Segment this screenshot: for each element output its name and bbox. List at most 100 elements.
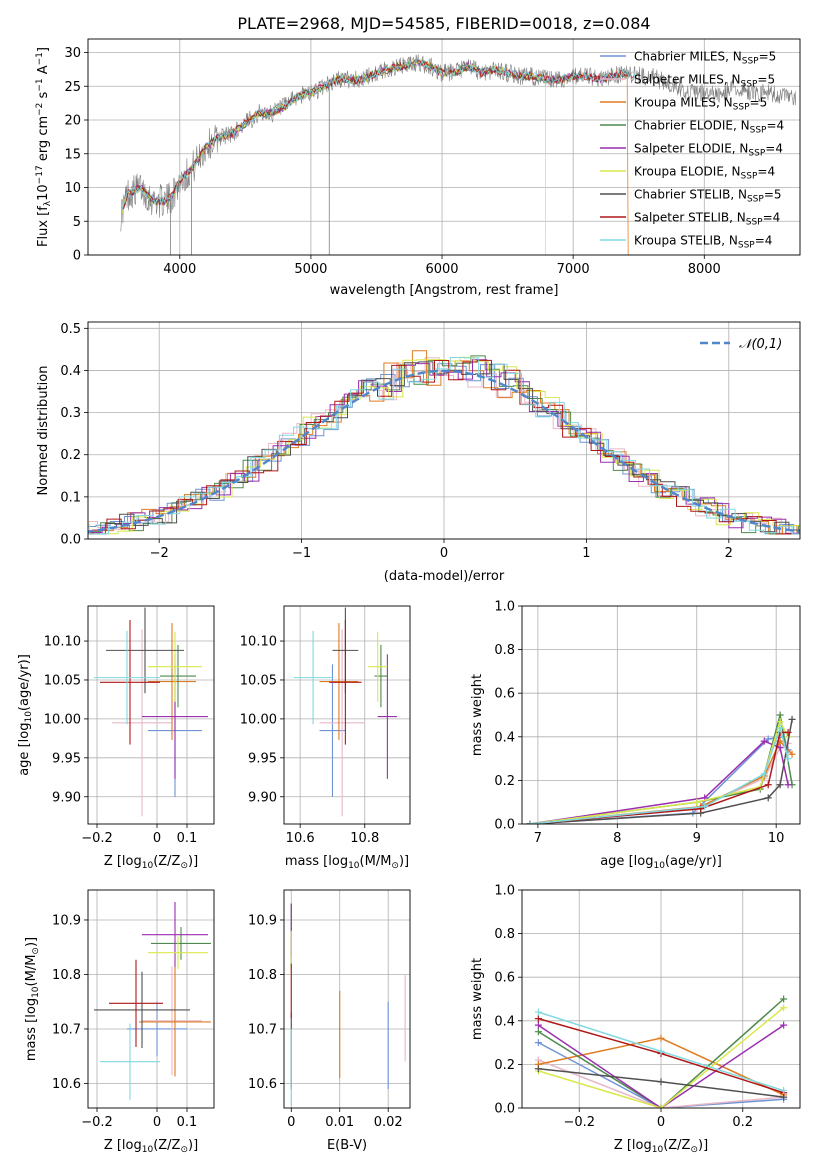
x-axis-label: age [log10(age/yr)]	[600, 854, 722, 871]
histogram-series	[88, 359, 800, 535]
mass-weight-line	[538, 1041, 784, 1108]
figure-title: PLATE=2968, MJD=54585, FIBERID=0018, z=0…	[237, 14, 650, 33]
x-tick-label: 0	[657, 1115, 665, 1130]
x-axis-label: mass [log10(M/M⊙)]	[285, 854, 409, 871]
y-axis-label-part: A	[36, 65, 51, 78]
mass-weight-line	[529, 725, 789, 824]
y-axis-label-part: −1	[35, 52, 45, 65]
x-tick-label: 0.1	[177, 1115, 198, 1130]
x-axis-label-part: (Z/Z	[153, 1138, 180, 1153]
x-tick-label: 7	[534, 831, 542, 846]
y-tick-label: 0.1	[60, 490, 81, 505]
x-axis-label-part: (Z/Z	[153, 854, 180, 869]
x-axis-label-part: ⊙	[180, 861, 188, 871]
mass-weight-line	[529, 714, 793, 824]
y-axis-label: mass [log10(M/M⊙)]	[24, 937, 41, 1061]
y-axis-label-part: 10	[24, 711, 34, 723]
legend-label: Kroupa ELODIE, NSSP=4	[634, 165, 775, 182]
mass-weight-marker	[780, 995, 788, 1003]
x-axis-label: Z [log10(Z/Z⊙)]	[614, 1138, 708, 1155]
x-axis-label-part: Z [log	[104, 854, 142, 869]
x-tick-label: −0.2	[563, 1115, 595, 1130]
y-axis-label-part: 10	[31, 986, 41, 998]
mass-weight-marker	[776, 718, 784, 726]
y-tick-label: 0.8	[494, 643, 515, 658]
mass-weight-line	[529, 719, 793, 824]
legend-label-sub: SSP	[738, 241, 755, 251]
y-tick-label: 20	[64, 114, 81, 129]
x-axis-label: Z [log10(Z/Z⊙)]	[104, 854, 198, 871]
y-tick-label: 10.8	[248, 968, 277, 983]
plot-frame	[521, 605, 801, 825]
legend-label-base: Chabrier STELIB, N	[634, 188, 747, 202]
x-axis-label-part: ⊙	[391, 861, 399, 871]
spectrum-lines	[120, 54, 797, 255]
x-axis-label: Z [log10(Z/Z⊙)]	[104, 1138, 198, 1155]
y-tick-label: 0.6	[494, 971, 515, 986]
x-tick-label: 0	[287, 1115, 295, 1130]
x-tick-label: 6000	[425, 262, 458, 277]
mass-weight-marker	[764, 735, 772, 743]
y-axis-label-part: Flux [f	[36, 206, 51, 247]
x-tick-label: 10.6	[286, 831, 315, 846]
mass-weight-marker	[776, 744, 784, 752]
y-axis-label-part: −2	[35, 103, 45, 116]
x-tick-label: 5000	[294, 262, 327, 277]
y-tick-label: 0.2	[494, 774, 515, 789]
x-tick-label: 0	[440, 546, 448, 561]
plot-frame	[283, 605, 411, 825]
y-axis-label: age [log10(age/yr)]	[17, 654, 34, 776]
y-axis-label-part: ⊙	[31, 947, 41, 955]
y-axis-label-part: (age/yr)]	[17, 654, 32, 711]
age-vs-metallicity-points	[94, 607, 208, 817]
mass-vs-ebv-points	[290, 903, 406, 1106]
legend-label: Salpeter ELODIE, NSSP=4	[634, 142, 783, 159]
x-tick-label: 8000	[688, 262, 721, 277]
y-axis-label: mass weight	[470, 958, 485, 1040]
y-axis-label-part: λ	[43, 200, 53, 206]
mass-weight-marker	[534, 1008, 542, 1016]
legend-label-sub: SSP	[747, 195, 764, 205]
x-tick-label: 0.02	[374, 1115, 403, 1130]
plot-frame	[87, 605, 215, 825]
x-tick-label: 8	[613, 831, 621, 846]
mass-weight-marker	[784, 781, 792, 789]
mass-weight-marker	[534, 1039, 542, 1047]
mass-weight-line	[537, 1024, 785, 1108]
x-axis-label-part: 10	[653, 861, 665, 871]
legend-label: Chabrier MILES, NSSP=5	[634, 50, 776, 67]
histogram-series	[88, 359, 800, 535]
y-tick-label: 0.6	[494, 687, 515, 702]
mass-weight-marker	[693, 798, 701, 806]
mass-weight-marker	[784, 728, 792, 736]
legend-label-sub: SSP	[750, 126, 767, 136]
y-axis-label-part: erg cm	[36, 116, 51, 165]
mass-weight-marker	[784, 755, 792, 763]
legend-label-base: Kroupa MILES, N	[634, 96, 733, 110]
y-tick-label: 15	[64, 147, 81, 162]
y-tick-label: 1.0	[494, 600, 515, 615]
y-tick-label: 9.95	[52, 751, 81, 766]
x-axis-label-part: (Z/Z	[663, 1138, 690, 1153]
plot-frame	[87, 38, 801, 256]
mass-weight-marker	[780, 1004, 788, 1012]
x-axis-label: (data-model)/error	[384, 569, 505, 584]
histogram-series	[88, 357, 800, 535]
x-axis-label-part: )]	[188, 854, 198, 869]
x-tick-label: −0.2	[81, 1115, 113, 1130]
mass-weight-marker	[534, 1065, 542, 1073]
y-tick-label: 10.6	[248, 1077, 277, 1092]
mass-weight-marker	[776, 724, 784, 732]
y-tick-label: 0.0	[60, 533, 81, 548]
x-axis-label-part: Z [log	[614, 1138, 652, 1153]
legend-label-tail: =5	[764, 188, 782, 202]
x-tick-label: 7000	[557, 262, 590, 277]
x-axis-label-part: )]	[399, 854, 409, 869]
y-axis-label-part: mass [log	[24, 998, 39, 1061]
y-tick-label: 25	[64, 80, 81, 95]
x-axis-label-part: 10	[652, 1145, 664, 1155]
x-axis-label-part: ⊙	[180, 1145, 188, 1155]
plot-frame	[87, 889, 215, 1109]
y-tick-label: 10.10	[240, 635, 277, 650]
y-tick-label: 10.9	[52, 913, 81, 928]
